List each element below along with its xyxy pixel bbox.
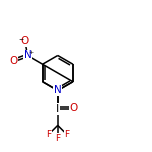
Text: F: F <box>46 130 51 139</box>
Text: O: O <box>9 55 18 66</box>
Text: F: F <box>64 130 70 139</box>
Text: N: N <box>24 50 31 60</box>
Text: O: O <box>21 36 29 46</box>
Text: −: − <box>19 36 24 41</box>
Text: O: O <box>69 103 78 113</box>
Text: I: I <box>56 104 59 114</box>
Text: +: + <box>28 50 33 55</box>
Text: N: N <box>54 85 62 95</box>
Text: F: F <box>55 134 60 143</box>
